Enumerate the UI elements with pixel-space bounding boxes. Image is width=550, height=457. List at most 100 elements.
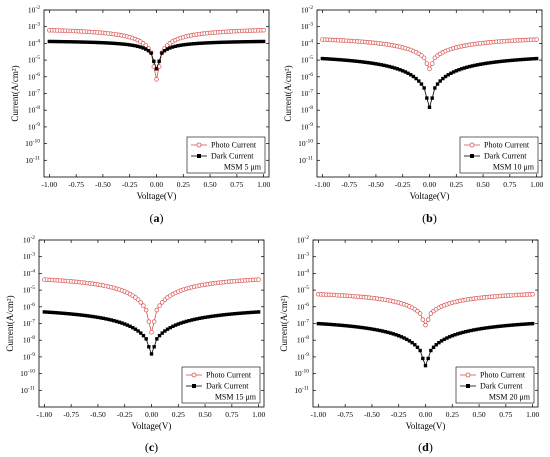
legend-sample-label: MSM 5 μm — [224, 163, 262, 172]
data-point — [442, 337, 446, 342]
y-tick-label: 10-7 — [28, 89, 40, 99]
series-dark-current — [42, 310, 261, 356]
data-point — [87, 40, 92, 44]
data-point — [467, 64, 472, 69]
data-point — [58, 311, 63, 315]
x-tick-label: -0.50 — [364, 410, 380, 419]
legend-photo-marker — [191, 372, 197, 378]
x-tick-label: 0.50 — [199, 410, 212, 419]
y-tick-label: 10-9 — [297, 352, 309, 362]
data-point — [176, 322, 180, 326]
data-point — [494, 60, 499, 64]
data-point — [173, 44, 177, 49]
x-tick-label: 0.50 — [204, 180, 217, 189]
data-point — [103, 41, 108, 45]
data-point — [414, 76, 418, 81]
data-point — [238, 311, 242, 315]
data-point — [179, 321, 183, 325]
data-point — [392, 66, 397, 70]
data-point — [403, 70, 408, 74]
data-point — [422, 86, 426, 90]
data-point — [82, 40, 86, 44]
data-point — [222, 313, 226, 317]
data-point — [245, 40, 250, 44]
data-point — [484, 61, 488, 66]
data-point — [328, 57, 333, 61]
data-point — [326, 57, 330, 61]
data-point — [106, 317, 111, 322]
data-point — [88, 314, 92, 318]
data-point — [144, 47, 148, 51]
data-point — [50, 39, 54, 44]
data-point — [184, 319, 189, 324]
data-point — [354, 325, 358, 329]
data-point — [364, 326, 369, 330]
data-point — [453, 333, 457, 337]
legend-dark-marker — [466, 384, 470, 388]
data-point — [146, 49, 151, 53]
data-point — [163, 329, 167, 333]
data-point — [176, 44, 180, 48]
data-point — [424, 61, 430, 66]
data-point — [506, 323, 511, 328]
x-tick-label: 0.25 — [172, 410, 185, 419]
y-tick-label: 10-10 — [298, 139, 313, 149]
data-point — [256, 310, 261, 314]
data-point — [208, 314, 213, 319]
legend-photo-marker — [469, 142, 475, 148]
data-point — [447, 335, 452, 339]
data-point — [391, 332, 396, 336]
data-point — [331, 57, 335, 61]
y-tick-label: 10-11 — [25, 155, 40, 165]
panel-caption: (c) — [145, 440, 158, 454]
data-point — [197, 41, 202, 46]
data-point — [248, 39, 252, 44]
data-point — [55, 39, 60, 44]
data-point — [114, 41, 119, 46]
panel-a: 10-2 10-3 10-4 10-5 10-6 10-7 10-8 10-9 10-10 10-… — [10, 5, 270, 225]
data-point — [492, 60, 496, 64]
data-point — [171, 324, 175, 329]
data-point — [438, 79, 442, 83]
data-point — [173, 323, 178, 327]
data-point — [356, 325, 361, 329]
data-point — [154, 67, 159, 71]
data-point — [149, 352, 154, 356]
data-point — [189, 42, 194, 46]
data-point — [459, 67, 464, 71]
x-tick-label: -0.25 — [391, 410, 407, 419]
data-point — [203, 41, 207, 45]
data-point — [418, 348, 422, 353]
y-tick-label: 10-8 — [23, 335, 35, 345]
data-point — [136, 329, 140, 333]
data-point — [168, 46, 172, 50]
data-point — [64, 311, 68, 316]
data-point — [489, 60, 493, 65]
legend-dark-label: Dark Current — [211, 152, 254, 161]
data-point — [246, 310, 250, 315]
data-point — [85, 314, 89, 318]
data-point — [532, 57, 536, 61]
data-point — [482, 326, 487, 330]
data-point — [348, 324, 353, 328]
data-point — [450, 334, 454, 338]
legend: Photo Current Dark Current MSM 15 μm — [181, 366, 261, 404]
data-point — [402, 336, 406, 340]
data-point — [104, 317, 108, 321]
y-tick-label: 10-11 — [20, 385, 35, 395]
legend: Photo Current Dark Current MSM 20 μm — [455, 366, 535, 404]
x-tick-label: 1.00 — [526, 410, 539, 419]
data-point — [162, 49, 167, 53]
data-point — [358, 59, 362, 64]
data-point — [339, 58, 343, 62]
data-point — [184, 42, 188, 47]
data-point — [374, 62, 378, 66]
legend-photo-marker — [196, 142, 202, 148]
data-point — [211, 40, 215, 45]
data-point — [136, 44, 140, 49]
x-tick-label: 1.00 — [252, 410, 265, 419]
data-point — [138, 45, 143, 49]
data-point — [457, 68, 461, 72]
x-tick-label: -0.75 — [68, 180, 84, 189]
data-point — [521, 57, 525, 62]
